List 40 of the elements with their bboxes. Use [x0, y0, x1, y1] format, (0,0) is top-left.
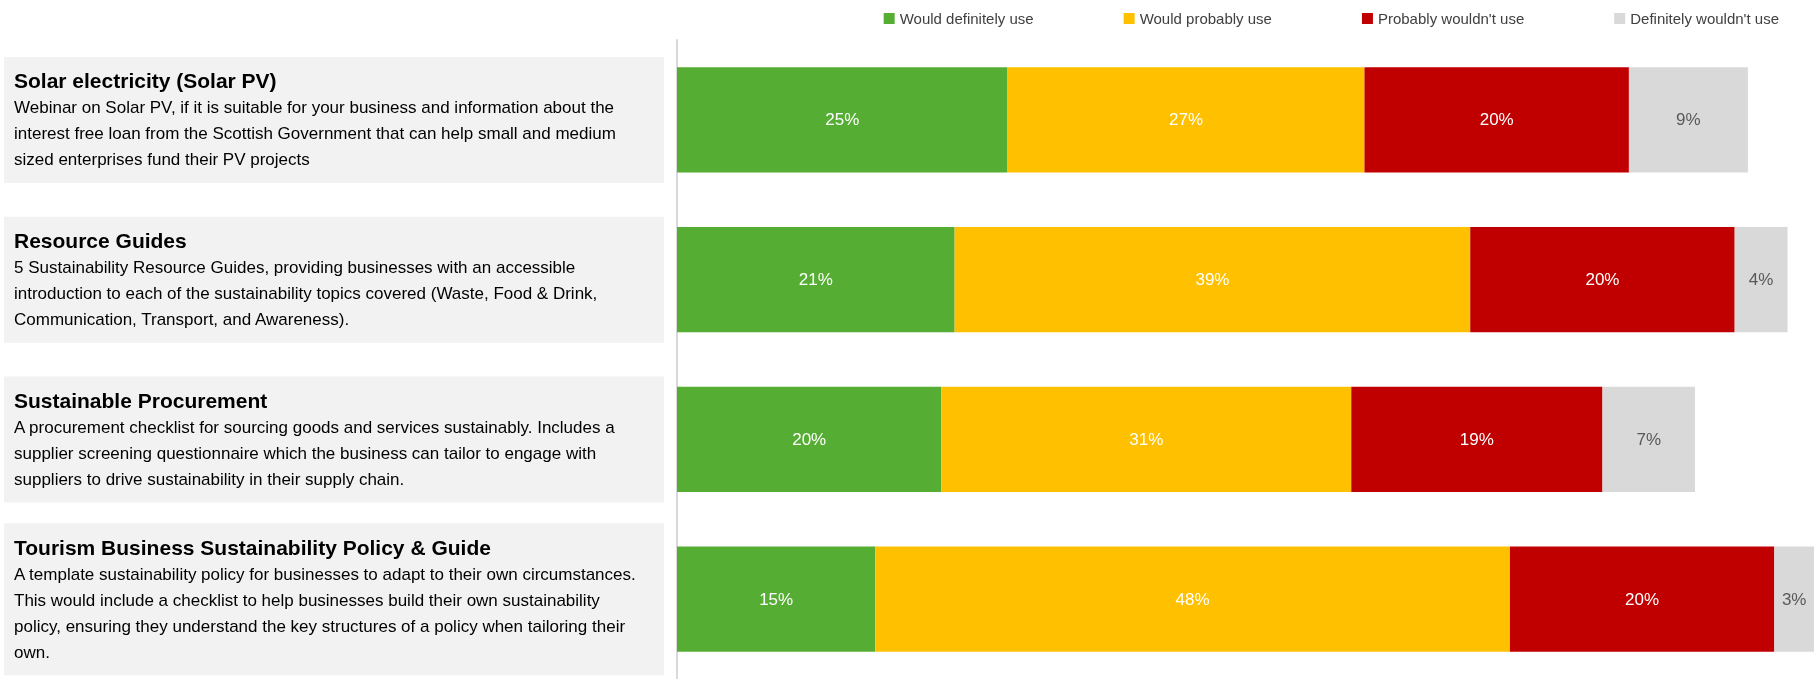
legend-label: Definitely wouldn't use — [1630, 10, 1779, 27]
y-tick-label: Sustainable Procurement A procurement checklist for sourcing goods and services sustainably. Includes a supplier screening questionnaire which the business can tailor to engage with suppliers to drive sustainability in their supply chain. — [14, 388, 616, 489]
legend-label: Would definitely use — [899, 10, 1034, 27]
data-label: 39% — [1195, 270, 1230, 290]
bar — [677, 67, 1008, 173]
bar — [1007, 67, 1365, 173]
bar — [1628, 67, 1748, 173]
bar — [677, 226, 955, 333]
data-label: 20% — [792, 429, 827, 449]
data-label: 48% — [1175, 589, 1210, 609]
data-label: 15% — [759, 589, 794, 609]
y-tick-label: Solar electricity (Solar PV) Webinar on Solar PV, if it is suitable for your business and information about the interest free loan from the Scottish Government that can help small and medium sized enterprises fund their PV projects — [14, 69, 616, 170]
bar — [677, 386, 942, 493]
data-label: 7% — [1636, 429, 1662, 449]
bar — [1509, 546, 1775, 652]
bar — [677, 546, 876, 652]
legend-label: Would probably use — [1139, 10, 1272, 27]
data-label: 27% — [1168, 110, 1204, 130]
data-label: 21% — [798, 270, 833, 290]
data-label: 20% — [1479, 110, 1514, 130]
bar — [1351, 386, 1603, 493]
bar — [1774, 546, 1814, 652]
data-label: 25% — [825, 110, 860, 130]
data-label: 31% — [1129, 429, 1164, 449]
bar — [1602, 386, 1696, 493]
data-label: 3% — [1781, 589, 1807, 609]
bar — [941, 386, 1352, 493]
data-label: 20% — [1625, 589, 1660, 609]
bar — [875, 546, 1510, 652]
bar — [1734, 226, 1788, 333]
bar — [1470, 226, 1735, 333]
bar — [954, 226, 1471, 333]
data-label: 20% — [1585, 270, 1620, 290]
legend-label: Probably wouldn't use — [1377, 10, 1525, 27]
y-tick-label: Tourism Business Sustainability Policy & Guide A template sustainability policy for businesses to adapt to their own circumstances. This would include a checklist to help businesses build their own sustainability policy, ensuring they understand the key structures of a policy when tailoring their own. — [14, 535, 636, 662]
y-tick-label: Resource Guides 5 Sustainability Resource Guides, providing businesses with an accessible introduction to each of the sustainability topics covered (Waste, Food & Drink, Communication, Transport, and Awareness). — [14, 229, 598, 330]
bar — [1364, 67, 1629, 173]
data-label: 9% — [1676, 110, 1701, 130]
data-label: 19% — [1459, 429, 1494, 449]
data-label: 4% — [1748, 270, 1774, 290]
